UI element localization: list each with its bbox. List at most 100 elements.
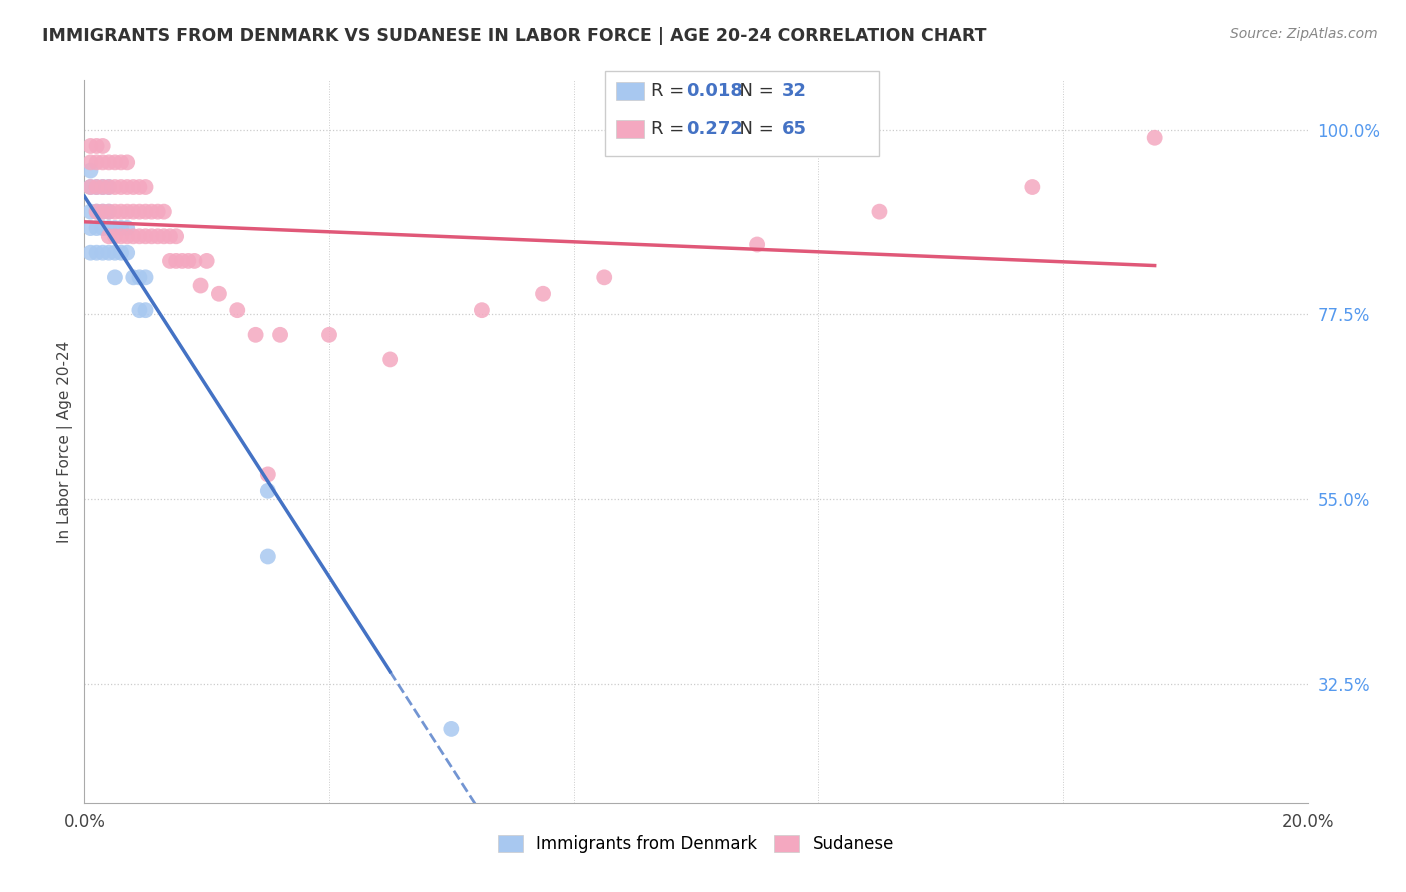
Point: [110, 180, 132, 194]
Point: [208, 286, 231, 301]
Point: [122, 204, 145, 219]
Point: [86, 139, 108, 153]
Point: [97, 180, 120, 194]
Point: [86, 204, 108, 219]
Point: [97, 204, 120, 219]
Point: [128, 180, 150, 194]
Point: [115, 180, 138, 194]
Point: [91, 204, 114, 219]
Point: [531, 286, 554, 301]
Point: [593, 270, 616, 285]
Point: [91, 221, 114, 235]
Text: R =: R =: [651, 82, 690, 100]
Point: [159, 253, 181, 268]
Point: [135, 229, 157, 244]
Point: [146, 204, 169, 219]
Point: [141, 229, 163, 244]
Point: [97, 204, 120, 219]
Text: N =: N =: [728, 120, 780, 138]
Point: [128, 270, 150, 285]
Point: [79, 155, 101, 169]
Point: [159, 229, 181, 244]
Point: [104, 245, 127, 260]
Point: [747, 237, 769, 252]
Text: Source: ZipAtlas.com: Source: ZipAtlas.com: [1230, 27, 1378, 41]
Point: [183, 253, 205, 268]
Point: [165, 229, 187, 244]
Point: [104, 155, 127, 169]
Point: [135, 204, 157, 219]
Y-axis label: In Labor Force | Age 20-24: In Labor Force | Age 20-24: [58, 341, 73, 542]
Text: IMMIGRANTS FROM DENMARK VS SUDANESE IN LABOR FORCE | AGE 20-24 CORRELATION CHART: IMMIGRANTS FROM DENMARK VS SUDANESE IN L…: [42, 27, 987, 45]
Point: [91, 180, 114, 194]
Point: [104, 204, 127, 219]
Point: [79, 221, 101, 235]
Point: [86, 155, 108, 169]
Point: [122, 270, 145, 285]
Point: [245, 327, 267, 342]
Point: [97, 221, 120, 235]
Point: [104, 180, 127, 194]
Point: [97, 229, 120, 244]
Point: [257, 483, 280, 498]
Point: [141, 204, 163, 219]
Point: [440, 722, 463, 736]
Point: [257, 549, 280, 564]
Point: [110, 155, 132, 169]
Point: [128, 229, 150, 244]
Point: [79, 245, 101, 260]
Point: [135, 303, 157, 318]
Point: [135, 180, 157, 194]
Point: [86, 180, 108, 194]
Point: [91, 180, 114, 194]
Point: [115, 155, 138, 169]
Point: [104, 229, 127, 244]
Point: [128, 204, 150, 219]
Point: [153, 229, 176, 244]
Point: [110, 204, 132, 219]
Point: [195, 253, 218, 268]
Point: [91, 245, 114, 260]
Point: [122, 229, 145, 244]
Point: [869, 204, 891, 219]
Point: [91, 204, 114, 219]
Point: [86, 180, 108, 194]
Point: [1021, 180, 1043, 194]
Point: [79, 163, 101, 178]
Point: [115, 245, 138, 260]
Point: [269, 327, 291, 342]
Point: [1143, 130, 1166, 145]
Point: [190, 278, 212, 293]
Point: [115, 229, 138, 244]
Point: [79, 180, 101, 194]
Point: [122, 180, 145, 194]
Point: [104, 221, 127, 235]
Text: 0.018: 0.018: [686, 82, 744, 100]
Point: [86, 204, 108, 219]
Point: [115, 221, 138, 235]
Point: [115, 204, 138, 219]
Point: [380, 352, 402, 367]
Text: R =: R =: [651, 120, 690, 138]
Point: [104, 270, 127, 285]
Point: [97, 245, 120, 260]
Point: [257, 467, 280, 482]
Point: [86, 245, 108, 260]
Text: 0.272: 0.272: [686, 120, 742, 138]
Point: [226, 303, 249, 318]
Point: [91, 139, 114, 153]
Text: N =: N =: [728, 82, 780, 100]
Legend: Immigrants from Denmark, Sudanese: Immigrants from Denmark, Sudanese: [491, 828, 901, 860]
Text: 32: 32: [782, 82, 807, 100]
Point: [110, 245, 132, 260]
Point: [110, 221, 132, 235]
Point: [128, 303, 150, 318]
Point: [110, 229, 132, 244]
Point: [177, 253, 200, 268]
Point: [79, 204, 101, 219]
Point: [172, 253, 194, 268]
Point: [86, 221, 108, 235]
Point: [79, 139, 101, 153]
Point: [153, 204, 176, 219]
Point: [146, 229, 169, 244]
